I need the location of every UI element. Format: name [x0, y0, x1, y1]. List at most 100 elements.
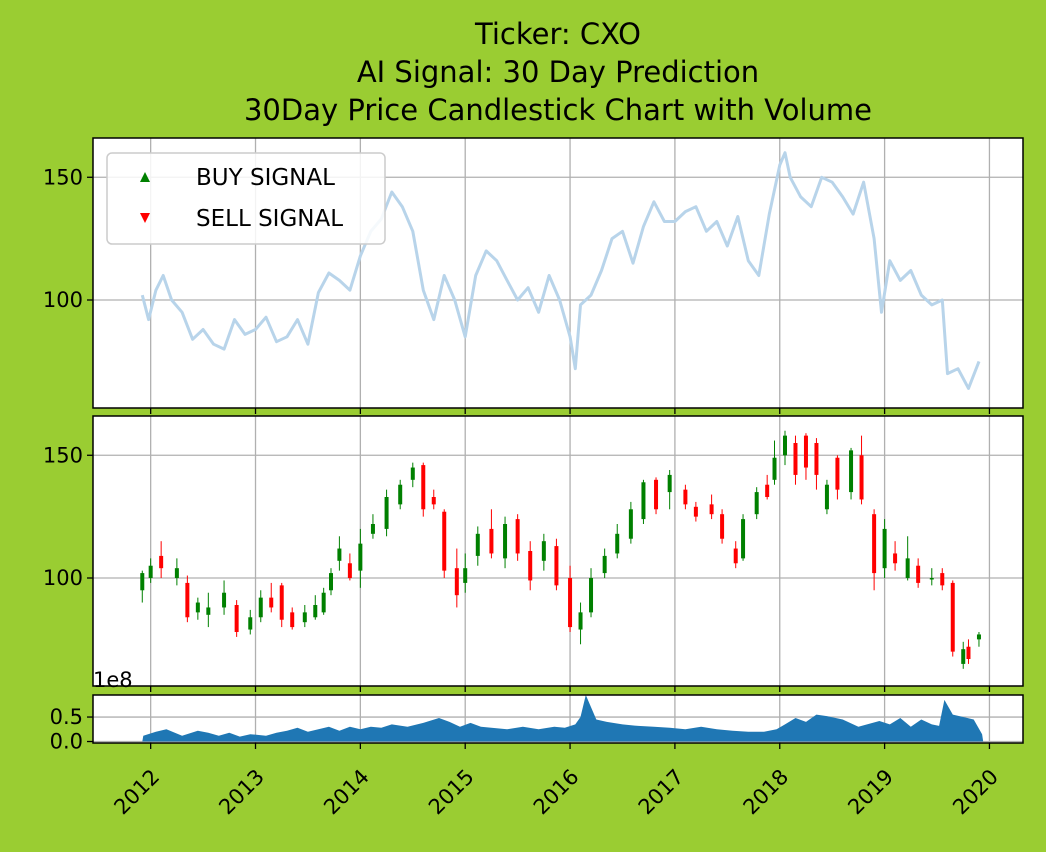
candle-body-up [905, 558, 910, 578]
candle-body-down [185, 582, 190, 618]
candle-body-up [589, 578, 594, 613]
candle-body-up [384, 497, 389, 529]
candle-body-down [234, 605, 239, 632]
candle-body-down [966, 646, 971, 659]
candle-body-down [347, 563, 352, 578]
candle-body-up [578, 612, 583, 630]
candle-body-up [370, 524, 375, 534]
legend: BUY SIGNAL SELL SIGNAL [106, 152, 386, 245]
price-y-axis: 100 150 [43, 165, 93, 312]
candle-body-down [893, 553, 898, 564]
candle-body-up [615, 533, 620, 554]
candle-body-up [961, 649, 966, 664]
candle-body-down [803, 435, 808, 468]
candle-body-down [835, 457, 840, 490]
candle-body-up [772, 457, 777, 480]
candle-body-up [541, 541, 546, 561]
candle-body-down [568, 578, 573, 628]
candle-body-down [290, 612, 295, 628]
candle-body-up [503, 524, 508, 559]
candle-body-down [554, 546, 559, 586]
candle-body-up [258, 597, 263, 618]
candle-body-down [431, 497, 436, 505]
sell-marker-icon [140, 213, 150, 223]
candle-body-up [475, 533, 480, 556]
candle-body-down [454, 568, 459, 596]
candle-body-up [140, 573, 145, 591]
candle-body-up [667, 474, 672, 493]
candle-body-down [693, 506, 698, 517]
buy-marker-icon [140, 172, 150, 182]
candle-body-down [159, 555, 164, 569]
volume-offset-label: 1e8 [93, 668, 133, 692]
candle-body-down [940, 573, 945, 586]
price-panel-frame [92, 137, 1024, 409]
candle-body-up [641, 482, 646, 520]
candle-body-down [269, 597, 274, 608]
candle-body-up [337, 548, 342, 561]
candlesticks [140, 430, 981, 669]
volume-y-tick-label: 0.5 [50, 705, 83, 729]
candle-body-up [882, 528, 887, 569]
candle-body-up [976, 634, 981, 640]
candle-panel: 100 150 [43, 415, 1024, 687]
candle-body-down [442, 511, 447, 571]
candle-body-down [515, 519, 520, 554]
candle-body-down [793, 443, 798, 475]
volume-panel-frame [92, 694, 1024, 744]
y-tick-label: 150 [43, 443, 83, 467]
candle-body-up [754, 492, 759, 515]
candle-panel-frame [92, 415, 1024, 687]
candle-body-up [222, 592, 227, 608]
chart-title-line-2: AI Signal: 30 Day Prediction [357, 55, 759, 89]
price-line [140, 151, 981, 390]
legend-sell-label: SELL SIGNAL [196, 206, 343, 232]
candle-body-up [602, 555, 607, 574]
candle-body-down [916, 565, 921, 583]
candle-body-up [824, 484, 829, 510]
candle-body-up [782, 435, 787, 456]
candle-body-down [683, 489, 688, 505]
candle-body-up [321, 592, 326, 613]
candle-body-down [489, 528, 494, 554]
candle-body-down [733, 548, 738, 564]
candle-body-down [872, 514, 877, 574]
candle-body-down [950, 582, 955, 652]
candle-body-up [148, 565, 153, 578]
candle-body-up [329, 573, 334, 591]
y-tick-label: 100 [43, 566, 83, 590]
candle-body-down [814, 443, 819, 475]
candle-body-up [206, 607, 211, 615]
candle-body-up [195, 602, 200, 613]
candle-body-up [358, 543, 363, 571]
candle-body-down [720, 514, 725, 539]
candle-body-up [174, 568, 179, 578]
candle-body-down [654, 479, 659, 510]
price-series [140, 151, 981, 390]
y-tick-label: 100 [43, 288, 83, 312]
volume-series [142, 695, 984, 742]
candle-body-down [528, 551, 533, 581]
candle-body-up [849, 450, 854, 493]
candle-body-up [628, 509, 633, 539]
candle-body-down [421, 465, 426, 510]
legend-buy-label: BUY SIGNAL [196, 165, 335, 191]
candle-y-axis: 100 150 [43, 443, 93, 590]
legend-box [106, 152, 386, 245]
candle-body-up [313, 605, 318, 618]
candle-body-up [741, 519, 746, 559]
y-tick-label: 150 [43, 165, 83, 189]
volume-area [142, 695, 984, 742]
candle-body-up [302, 612, 307, 623]
candle-body-down [279, 585, 284, 620]
chart-title-line-3: 30Day Price Candlestick Chart with Volum… [244, 93, 872, 127]
candle-body-up [248, 617, 253, 630]
volume-panel: 0.50.0 1e8 [50, 668, 1024, 754]
candle-body-up [398, 484, 403, 505]
price-panel: 100 150 BUY SIGNAL SELL SIGNAL [43, 137, 1024, 409]
candle-body-down [765, 484, 770, 497]
chart-title-line-1: Ticker: CXO [474, 17, 641, 51]
volume-y-tick-label: 0.0 [50, 730, 83, 754]
candle-body-up [929, 578, 934, 580]
